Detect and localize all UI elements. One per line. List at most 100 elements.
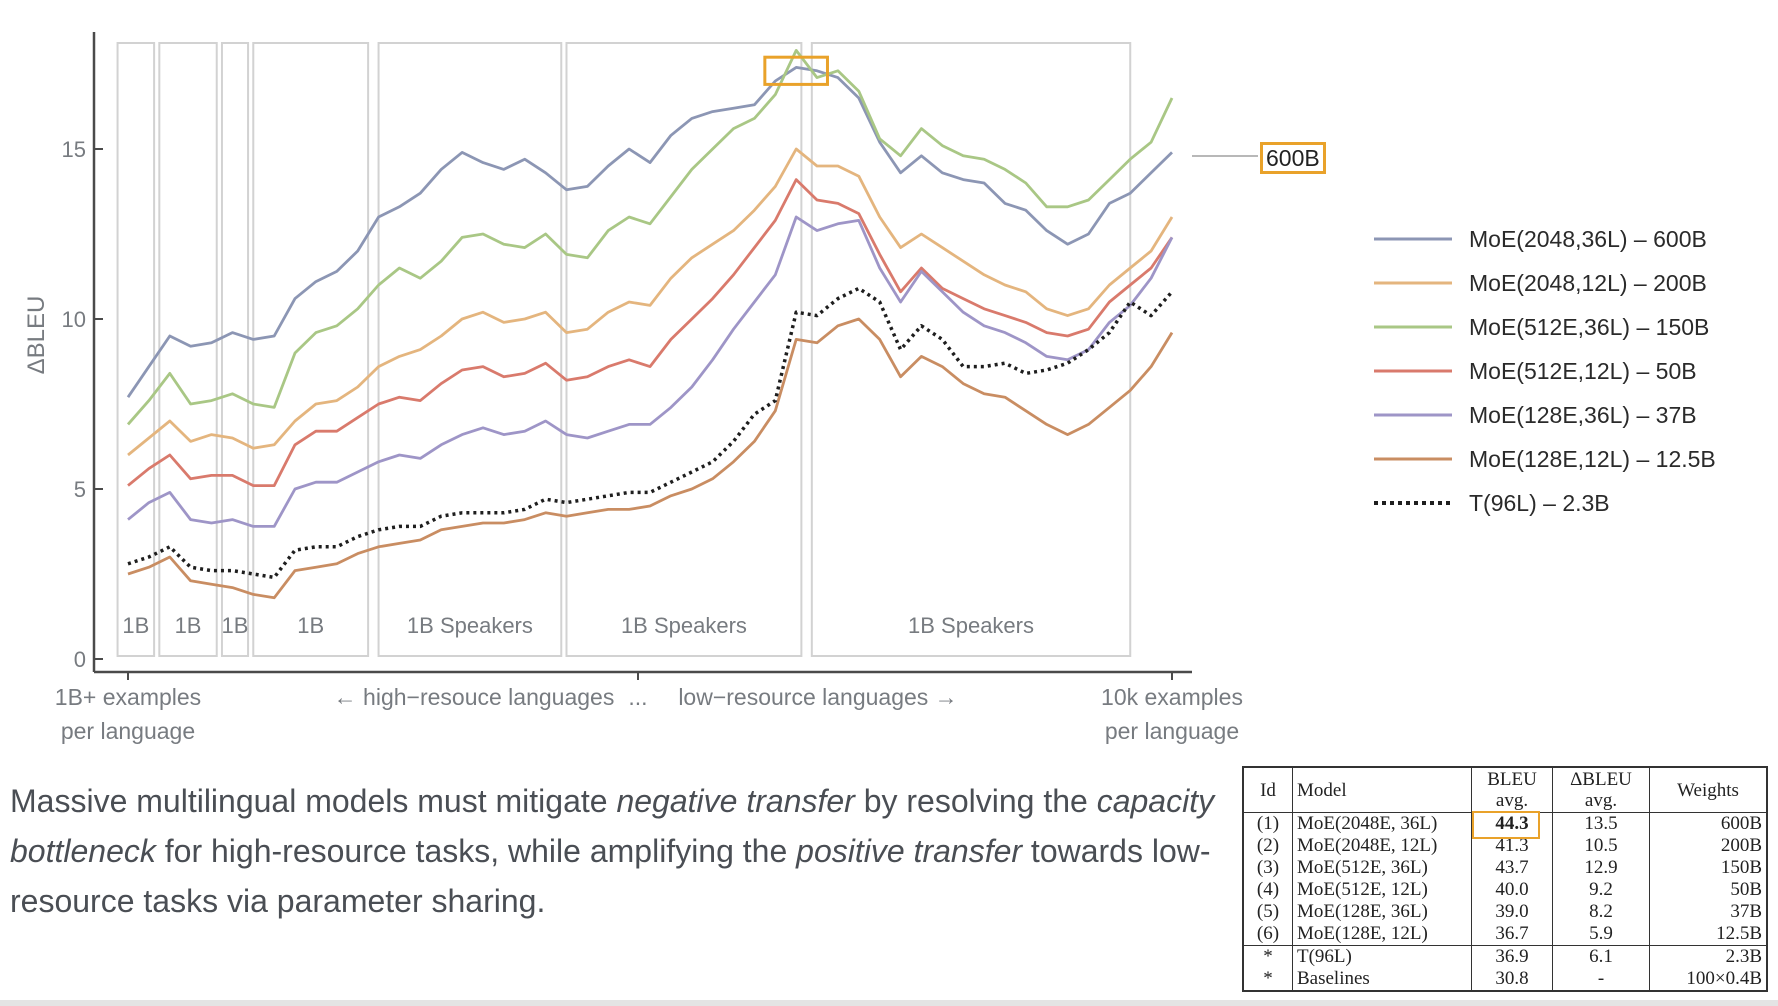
- table-row: (6) MoE(128E, 12L) 36.7 5.9 12.5B: [1244, 923, 1766, 946]
- cell-dbleu: -: [1552, 968, 1650, 990]
- group-box-3: [220, 42, 250, 657]
- y-tick-label-15: 15: [62, 137, 86, 162]
- legend-label-7: T(96L) – 2.3B: [1469, 490, 1610, 516]
- series-line-2: [127, 147, 1174, 457]
- cell-model: Baselines: [1292, 968, 1472, 990]
- table-row: (4) MoE(512E, 12L) 40.0 9.2 50B: [1244, 879, 1766, 901]
- legend-label-1: MoE(2048,36L) – 600B: [1469, 226, 1707, 252]
- cell-dbleu: 6.1: [1552, 945, 1650, 968]
- cell-bleu: 36.9: [1471, 945, 1553, 968]
- legend-label-5: MoE(128E,36L) – 37B: [1469, 402, 1697, 428]
- y-tick-label-10: 10: [62, 307, 86, 332]
- caption-positive-transfer: positive transfer: [796, 833, 1023, 869]
- cell-bleu: 30.8: [1471, 968, 1553, 990]
- y-tick-label-0: 0: [74, 647, 86, 672]
- table-row: (3) MoE(512E, 36L) 43.7 12.9 150B: [1244, 857, 1766, 879]
- cell-id: *: [1244, 945, 1293, 968]
- slide-caption: Massive multilingual models must mitigat…: [10, 783, 1215, 919]
- cell-dbleu: 9.2: [1552, 879, 1650, 901]
- cell-bleu: 40.0: [1471, 879, 1553, 901]
- group-box-label-2: 1B: [175, 613, 202, 638]
- cell-id: (3): [1244, 857, 1293, 879]
- legend-label-4: MoE(512E,12L) – 50B: [1469, 358, 1697, 384]
- cell-bleu: 41.3: [1471, 835, 1553, 857]
- x-label-left-2: per language: [61, 718, 195, 744]
- group-box-label-5: 1B Speakers: [407, 613, 533, 638]
- series-line-5: [127, 215, 1174, 528]
- table-row: (2) MoE(2048E, 12L) 41.3 10.5 200B: [1244, 835, 1766, 857]
- cell-bleu: 36.7: [1471, 923, 1553, 946]
- series-lines: [126, 49, 1174, 600]
- cell-dbleu: 8.2: [1552, 901, 1650, 923]
- cell-weights: 2.3B: [1649, 945, 1766, 968]
- table-row-extra: * T(96L) 36.9 6.1 2.3B: [1244, 945, 1766, 968]
- cell-model: MoE(2048E, 36L): [1292, 812, 1472, 835]
- caption-negative-transfer: negative transfer: [616, 783, 855, 819]
- chart-legend: MoE(2048,36L) – 600B MoE(2048,12L) – 200B…: [1374, 226, 1716, 516]
- cell-id: *: [1244, 968, 1293, 990]
- x-label-right-1: 10k examples: [1101, 684, 1243, 710]
- group-box-4: [252, 42, 370, 657]
- header-id: Id: [1244, 768, 1293, 813]
- highlight-600b-tag: 600B: [1260, 142, 1326, 174]
- group-box-label-3: 1B: [222, 613, 249, 638]
- table-row: (5) MoE(128E, 36L) 39.0 8.2 37B: [1244, 901, 1766, 923]
- header-delta-bleu-avg: ΔBLEU avg.: [1552, 768, 1650, 813]
- cell-weights: 150B: [1720, 857, 1762, 878]
- cell-model: MoE(512E, 12L): [1292, 879, 1472, 901]
- results-table: Id Model BLEU avg. ΔBLEU avg. Weights (1) M…: [1242, 766, 1768, 992]
- cell-bleu: 39.0: [1471, 901, 1553, 923]
- table-row: (1) MoE(2048E, 36L) 44.3 13.5 600B: [1244, 810, 1766, 838]
- series-line-3: [126, 49, 1174, 426]
- cell-id: (2): [1244, 835, 1293, 857]
- group-box-label-4: 1B: [297, 613, 324, 638]
- cell-dbleu: 12.9: [1552, 857, 1650, 879]
- y-tick-label-5: 5: [74, 477, 86, 502]
- group-box-7: [810, 42, 1132, 657]
- group-box-1: [116, 42, 156, 657]
- group-box-label-6: 1B Speakers: [621, 613, 747, 638]
- cell-id: (5): [1244, 901, 1293, 923]
- cell-bleu: 44.3: [1471, 810, 1553, 838]
- header-bleu-avg: BLEU avg.: [1471, 768, 1553, 813]
- results-body: (1) MoE(2048E, 36L) 44.3 13.5 600B (2) MoE(204…: [1244, 810, 1766, 990]
- cell-weights: 12.5B: [1716, 923, 1762, 944]
- results-header-row: Id Model BLEU avg. ΔBLEU avg. Weights: [1244, 768, 1766, 813]
- group-box-5: [377, 42, 563, 657]
- cell-dbleu: 13.5: [1552, 812, 1650, 835]
- group-box-label-1: 1B: [122, 613, 149, 638]
- table-row-extra: * Baselines 30.8- 100×0.4B: [1244, 968, 1766, 990]
- cell-dbleu: 5.9: [1552, 923, 1650, 946]
- group-box-6: [565, 42, 803, 657]
- cell-model: MoE(512E, 36L): [1292, 857, 1472, 879]
- highlight-leader-line: [1192, 155, 1258, 157]
- x-axis-labels: 1B+ examples per language ← high−resouce l…: [55, 684, 1243, 744]
- cell-weights: 37B: [1730, 901, 1762, 922]
- cell-model: MoE(128E, 36L): [1292, 901, 1472, 923]
- legend-label-3: MoE(512E,36L) – 150B: [1469, 314, 1709, 340]
- highlight-box: [763, 55, 829, 86]
- x-label-right-2: per language: [1105, 718, 1239, 744]
- x-label-left-1: 1B+ examples: [55, 684, 201, 710]
- cell-model: MoE(2048E, 12L): [1292, 835, 1472, 857]
- cell-id: (4): [1244, 879, 1293, 901]
- series-line-4: [127, 178, 1174, 487]
- series-line-6: [127, 317, 1174, 600]
- cell-weights: 100×0.4B: [1686, 968, 1762, 989]
- series-line-1: [126, 66, 1173, 398]
- bleu-line-chart: 1B 1B 1B 1B 1B Speakers 1B Speakers 1B Speaker…: [23, 32, 1716, 744]
- header-weights: Weights: [1649, 768, 1766, 813]
- y-axis-title: ΔBLEU: [23, 296, 50, 375]
- cell-id: (1): [1244, 812, 1293, 835]
- legend-label-6: MoE(128E,12L) – 12.5B: [1469, 446, 1716, 472]
- cell-model: MoE(128E, 12L): [1292, 923, 1472, 946]
- cell-id: (6): [1244, 923, 1293, 946]
- caption-capacity-bottleneck: capacity bottleneck: [10, 783, 1215, 869]
- cell-weights: 200B: [1720, 835, 1762, 856]
- legend-label-2: MoE(2048,12L) – 200B: [1469, 270, 1707, 296]
- cell-bleu: 43.7: [1471, 857, 1553, 879]
- x-label-high-resource: ← high−resouce languages: [334, 684, 615, 710]
- cell-model: T(96L): [1292, 945, 1472, 968]
- language-group-boxes: 1B 1B 1B 1B 1B Speakers 1B Speakers 1B Speaker…: [116, 42, 1132, 657]
- header-model: Model: [1292, 768, 1472, 813]
